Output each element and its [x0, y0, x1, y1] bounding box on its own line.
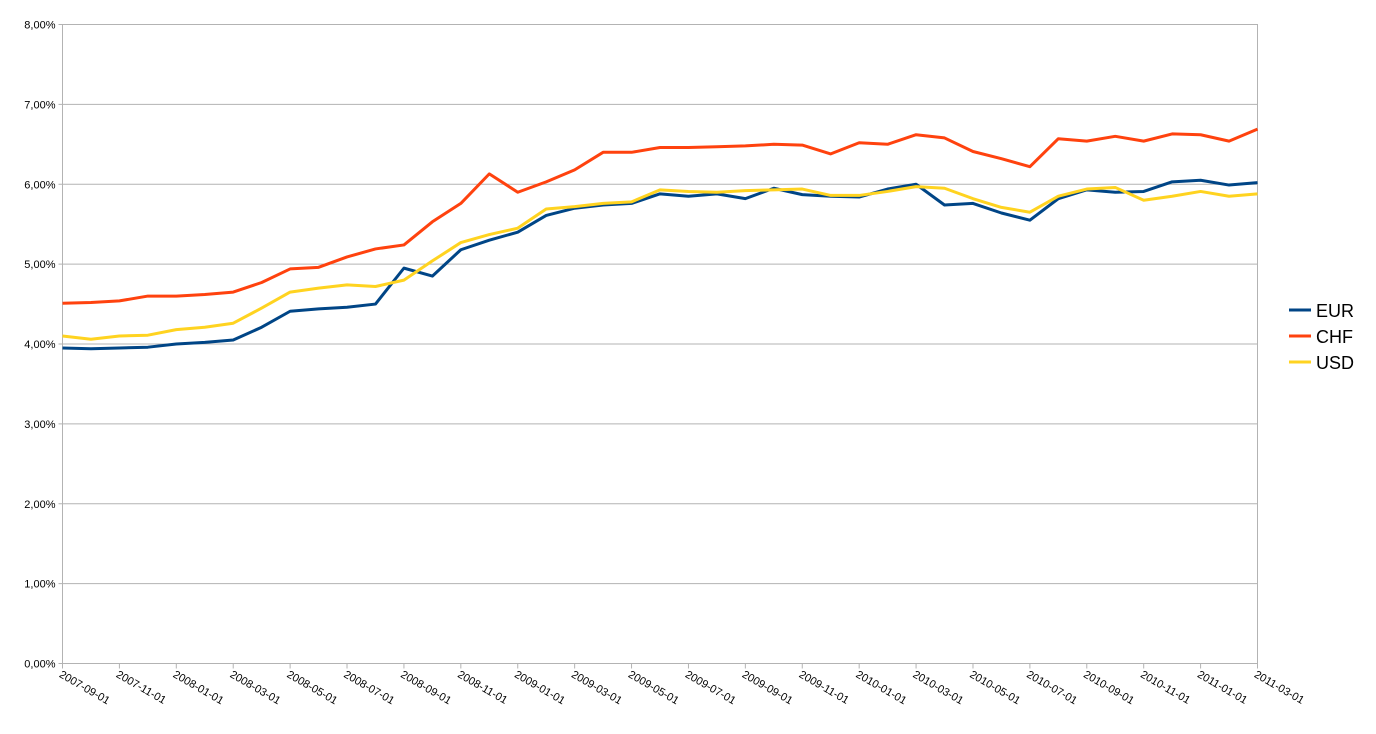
x-tick-label: 2007-11-01: [114, 669, 168, 707]
x-tick-label: 2011-01-01: [1195, 669, 1249, 707]
y-tick-label: 3,00%: [24, 419, 55, 431]
legend-label-eur: EUR: [1316, 301, 1354, 321]
y-tick-label: 1,00%: [24, 579, 55, 591]
x-tick-label: 2009-03-01: [569, 669, 624, 708]
x-tick-label: 2010-03-01: [911, 669, 966, 708]
x-tick-label: 2008-11-01: [455, 669, 509, 707]
series-line-eur: [62, 178, 1258, 351]
x-tick-label: 2009-05-01: [626, 669, 681, 708]
x-tick-label: 2009-01-01: [512, 669, 567, 708]
x-tick-label: 2009-09-01: [740, 669, 795, 708]
grid-lines: [62, 24, 1258, 664]
x-tick-label: 2010-07-01: [1024, 669, 1079, 708]
x-tick-label: 2010-09-01: [1081, 669, 1136, 708]
x-tick-label: 2010-05-01: [967, 669, 1022, 708]
y-tick-label: 0,00%: [24, 659, 55, 671]
x-tick-label: 2008-09-01: [398, 669, 453, 708]
legend-label-chf: CHF: [1316, 327, 1353, 347]
x-tick-label: 2011-03-01: [1252, 669, 1306, 707]
series-line-chf: [62, 127, 1259, 305]
y-tick-label: 7,00%: [24, 99, 55, 111]
x-tick-label: 2010-11-01: [1138, 669, 1192, 707]
x-tick-label: 2008-07-01: [342, 669, 397, 708]
series-line-usd: [62, 185, 1258, 341]
legend: EUR CHF USD: [1289, 301, 1354, 373]
y-tick-label: 4,00%: [24, 339, 55, 351]
legend-label-usd: USD: [1316, 353, 1354, 373]
x-tick-label: 2008-01-01: [171, 669, 226, 708]
y-axis-ticks: 0,00% 1,00% 2,00% 3,00% 4,00% 5,00% 6,00% 7,00%…: [24, 20, 63, 671]
y-tick-label: 2,00%: [24, 499, 55, 511]
y-tick-label: 5,00%: [24, 259, 55, 271]
y-tick-label: 6,00%: [24, 179, 55, 191]
x-tick-label: 2008-05-01: [285, 669, 340, 708]
x-axis-ticks: 2007-09-01 2007-11-01 2008-01-01 2008-03-01…: [57, 663, 1306, 708]
series-lines: [62, 127, 1259, 351]
x-tick-label: 2008-03-01: [228, 669, 283, 708]
x-tick-label: 2007-09-01: [57, 669, 112, 708]
x-tick-label: 2010-01-01: [854, 669, 909, 708]
x-tick-label: 2009-07-01: [683, 669, 738, 708]
x-tick-label: 2009-11-01: [797, 669, 851, 707]
y-tick-label: 8,00%: [24, 20, 55, 32]
